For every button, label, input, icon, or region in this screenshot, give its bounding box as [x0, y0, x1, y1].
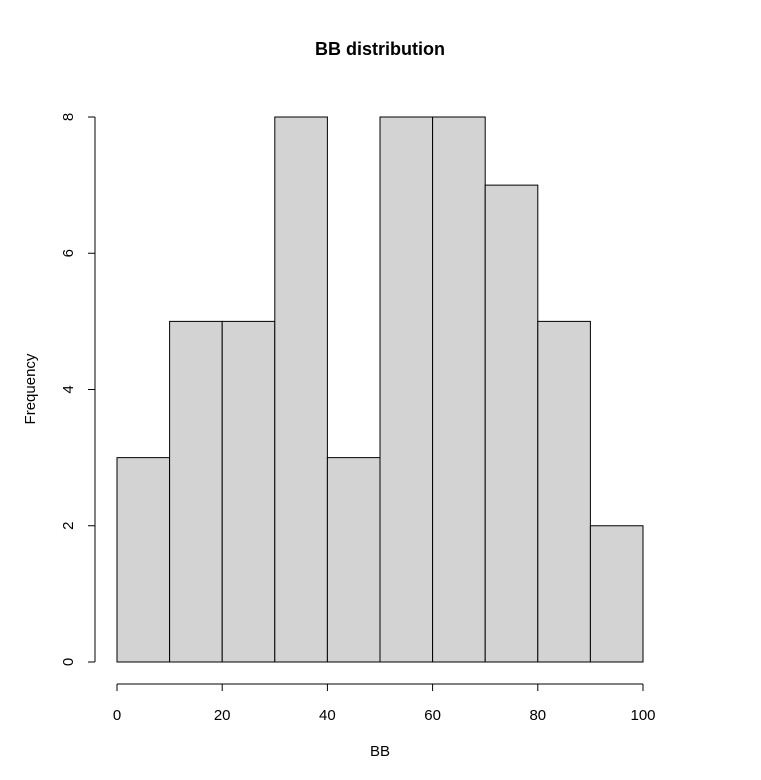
y-tick-label: 2 — [60, 522, 77, 530]
y-tick-label: 6 — [60, 249, 77, 257]
x-axis-label: BB — [370, 743, 390, 760]
histogram-bar-5 — [326, 457, 381, 663]
histogram-bar-8 — [484, 184, 539, 663]
histogram-bar-3 — [221, 320, 276, 663]
x-tick-label: 40 — [319, 707, 336, 724]
y-tick-label: 4 — [60, 385, 77, 393]
histogram-bar-10 — [589, 525, 644, 663]
x-axis-ticks: 0 20 40 60 80 100 — [113, 684, 656, 724]
histogram-bar-4 — [274, 116, 328, 663]
y-axis-ticks: 0 2 4 6 8 — [60, 113, 95, 666]
histogram-bars — [116, 116, 644, 663]
y-tick-label: 0 — [60, 658, 77, 666]
histogram-bar-6 — [379, 116, 434, 663]
x-tick-label: 80 — [529, 707, 546, 724]
x-tick-label: 60 — [424, 707, 441, 724]
histogram-bar-7 — [432, 116, 486, 663]
histogram-bar-1 — [116, 457, 171, 663]
x-tick-label: 0 — [113, 707, 121, 724]
histogram-bar-2 — [169, 320, 223, 663]
y-tick-label: 8 — [60, 113, 77, 121]
y-axis-label: Frequency — [22, 353, 39, 424]
chart-title: BB distribution — [315, 39, 445, 59]
x-tick-label: 100 — [630, 707, 655, 724]
x-tick-label: 20 — [214, 707, 231, 724]
histogram-bar-9 — [537, 320, 591, 663]
